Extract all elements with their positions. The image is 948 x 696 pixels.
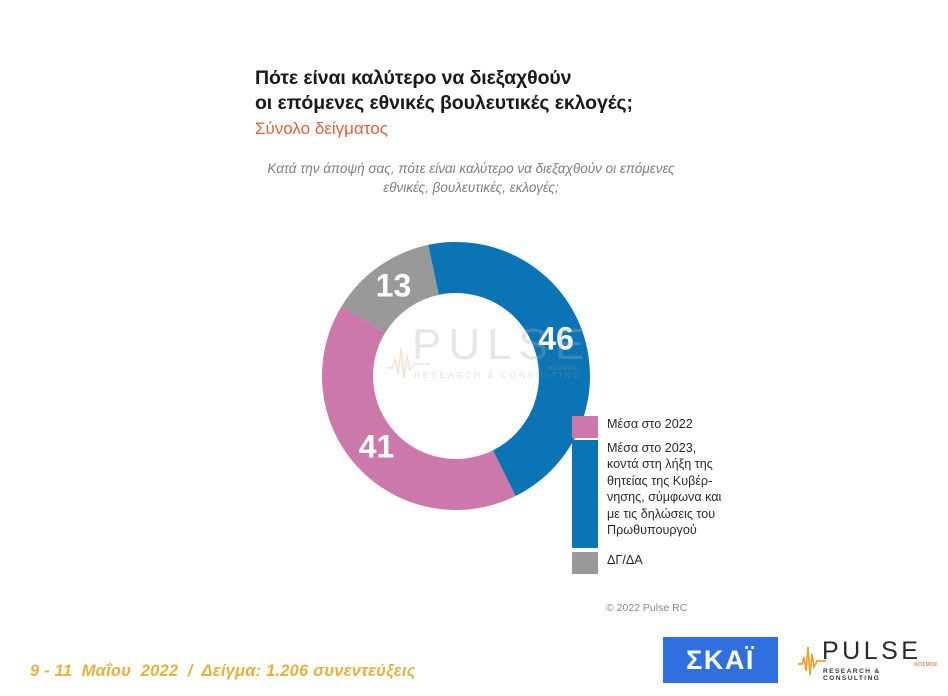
donut-slices <box>322 241 590 510</box>
donut-slice[interactable] <box>428 241 590 497</box>
page-title-line1: Πότε είναι καλύτερο να διεξαχθούν <box>255 67 572 89</box>
donut-value-labels: 46 41 13 <box>359 267 574 464</box>
pulse-logo-main-text: PULSE <box>822 637 922 665</box>
legend-swatch-gray <box>572 552 598 574</box>
legend-item-2022[interactable]: Μέσα στο 2022 <box>572 416 693 438</box>
legend-item-dk-na[interactable]: ΔΓ/ΔΑ <box>572 552 643 574</box>
donut-slice[interactable] <box>341 244 439 334</box>
copyright-notice: © 2022 Pulse RC <box>606 602 688 614</box>
title-block: Πότε είναι καλύτερο να διεξαχθούν οι επό… <box>255 66 725 141</box>
donut-slice[interactable] <box>322 306 516 510</box>
legend-label-2023: Μέσα στο 2023, κοντά στη λήξη της θητεία… <box>607 441 722 538</box>
pulse-logo-wave-icon <box>798 646 826 676</box>
legend-swatch-pink <box>572 416 598 438</box>
page-title-line2: οι επόμενες εθνικές βουλευτικές εκλογές; <box>255 92 633 114</box>
skai-logo: ΣΚΑΪ <box>663 637 778 683</box>
footer-date-sample: 9 - 11 Μαΐου 2022 / Δείγμα: 1.206 συνεντ… <box>30 662 416 680</box>
donut-slice-value: 41 <box>359 429 395 465</box>
donut-chart-svg: 46 41 13 <box>322 241 590 510</box>
pulse-logo-sub-text: RESEARCH & CONSULTING <box>823 668 881 682</box>
survey-question: Κατά την άποψή σας, πότε είναι καλύτερο … <box>267 161 675 195</box>
legend-swatch-blue <box>572 440 598 548</box>
pulse-logo-kosmos-text: ΚΟΣΜΟΣ <box>914 662 938 668</box>
legend-item-2023[interactable]: Μέσα στο 2023, κοντά στη λήξη της θητεία… <box>572 440 721 548</box>
skai-logo-text: ΣΚΑΪ <box>686 645 755 675</box>
donut-slice-value: 13 <box>376 267 412 303</box>
donut-slice-value: 46 <box>538 321 574 357</box>
donut-chart: 46 41 13 <box>320 240 592 512</box>
sample-subtitle: Σύνολο δείγματος <box>255 119 388 138</box>
pulse-logo: PULSE RESEARCH & CONSULTING ΚΟΣΜΟΣ <box>798 637 940 684</box>
legend-label-dk-na: ΔΓ/ΔΑ <box>607 553 643 567</box>
legend-label-2022: Μέσα στο 2022 <box>607 417 693 431</box>
